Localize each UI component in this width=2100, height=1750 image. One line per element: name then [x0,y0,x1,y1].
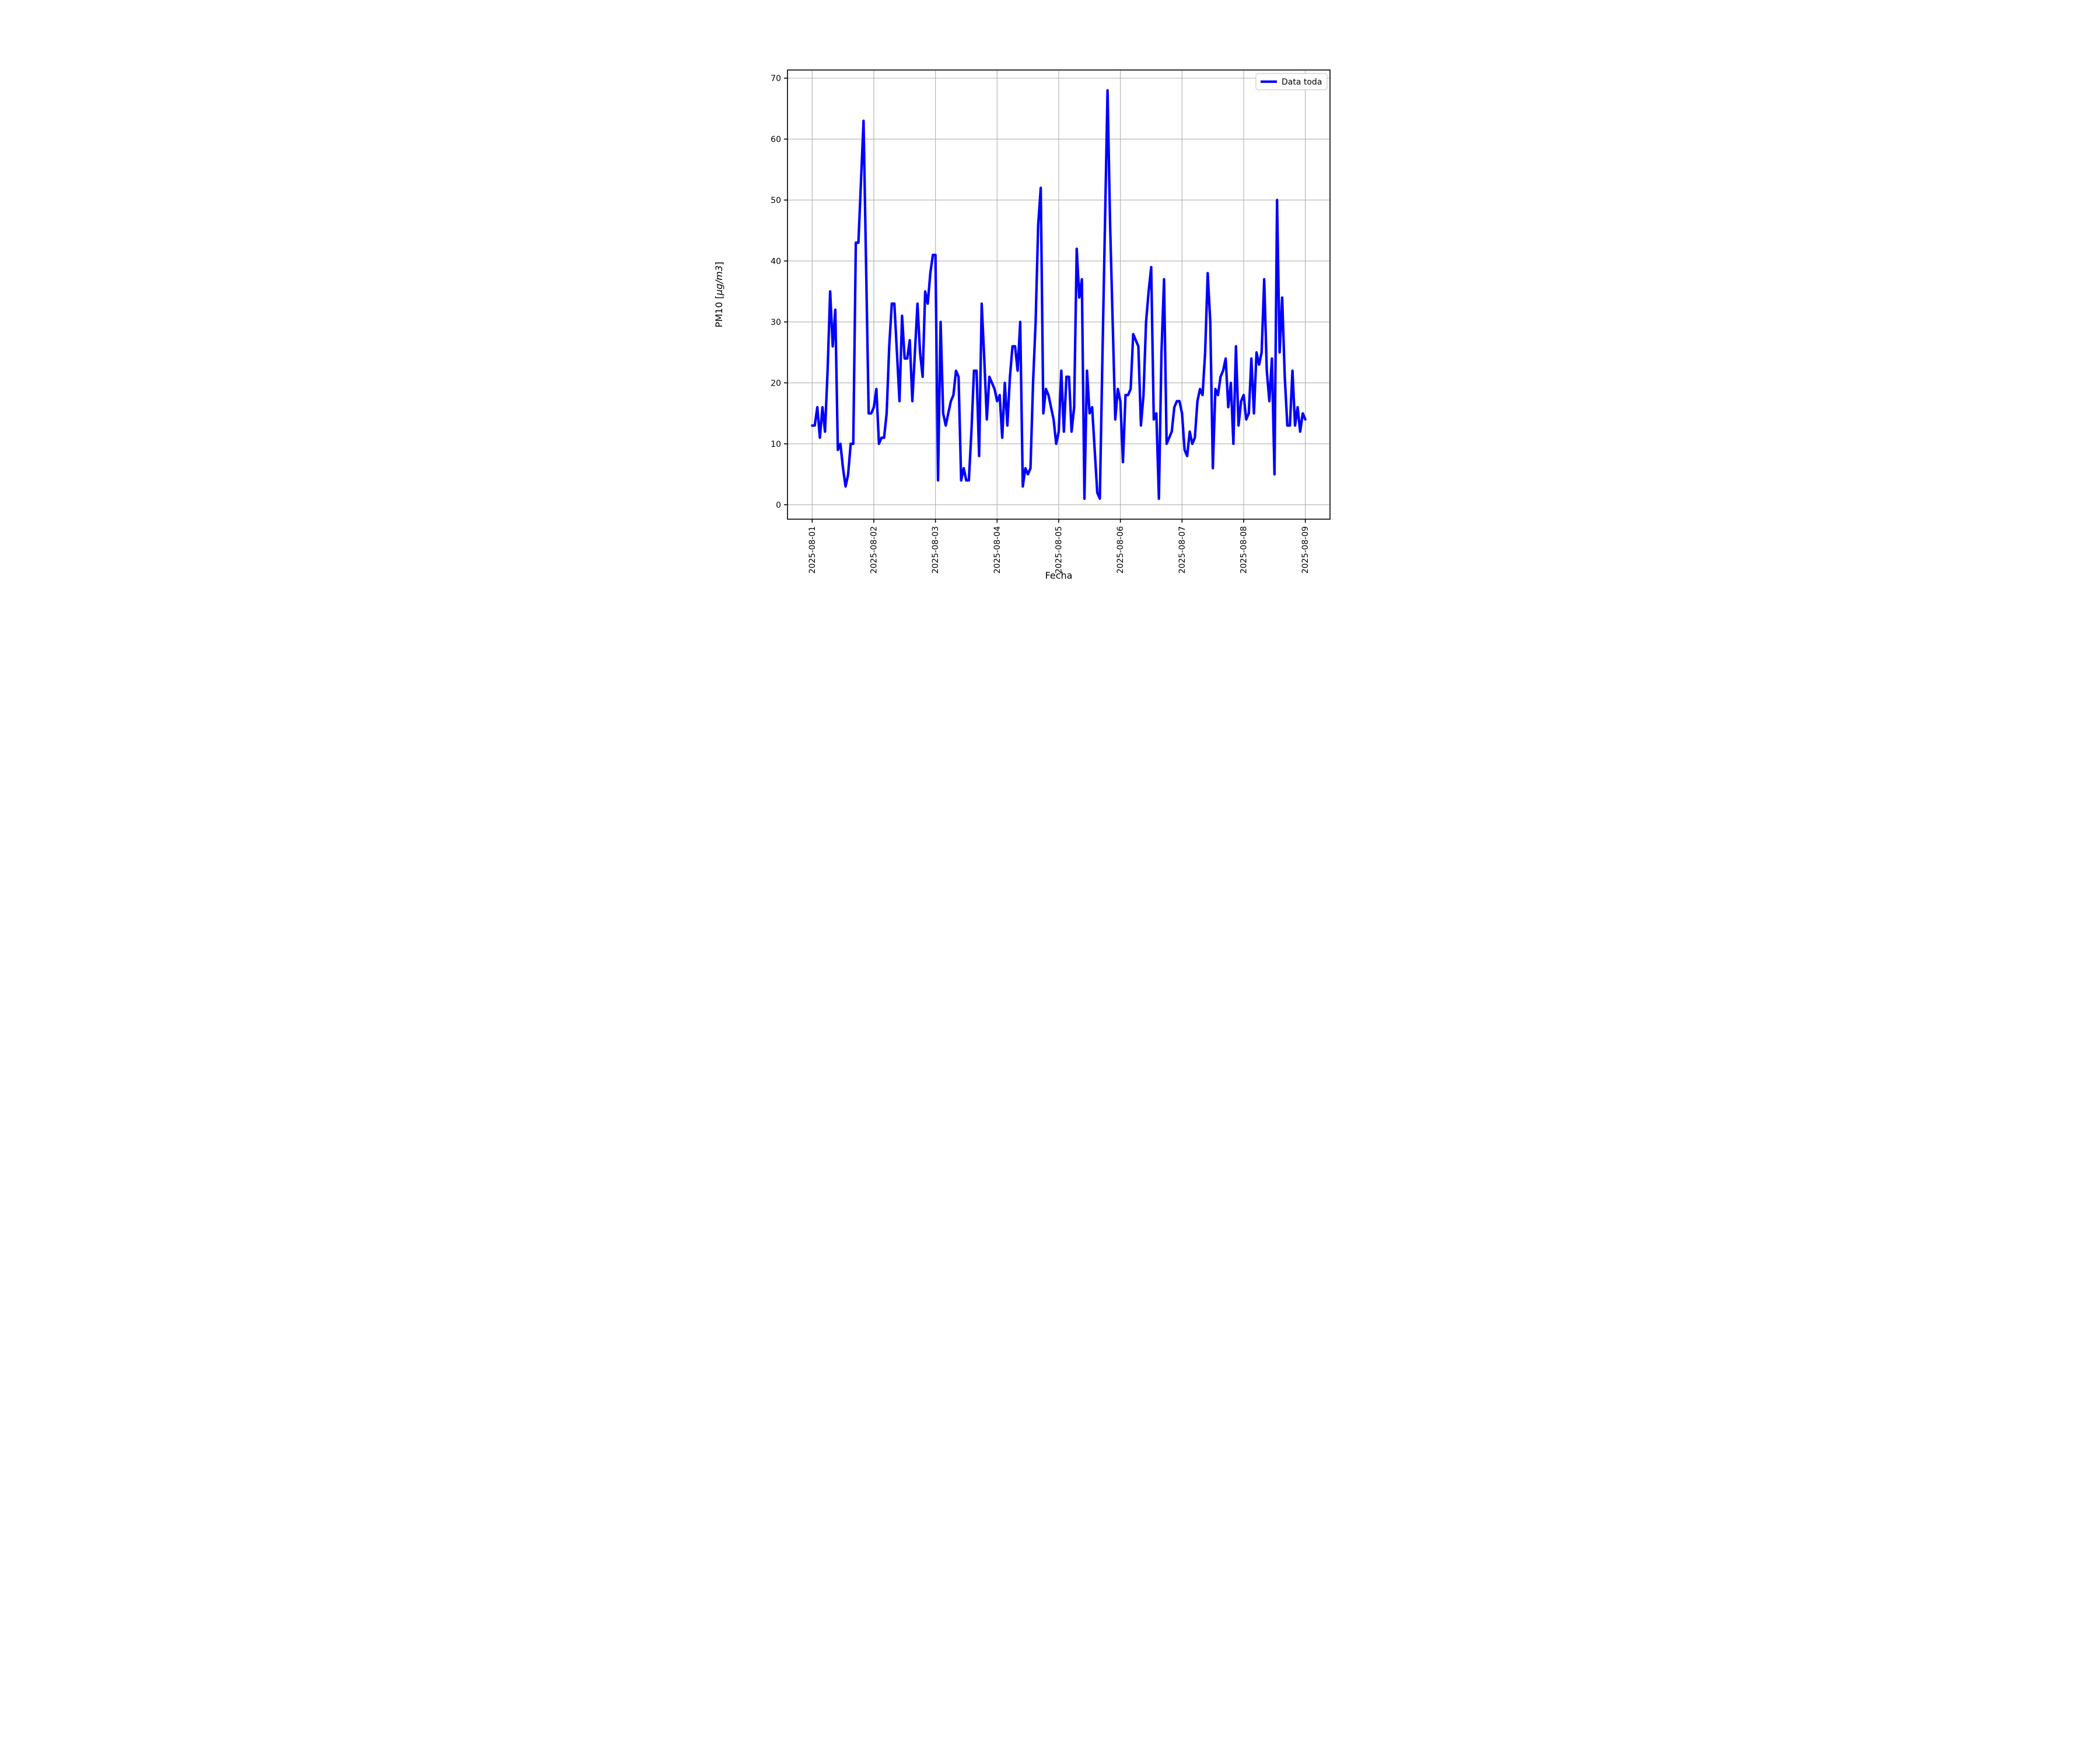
pm10-line-chart-figure: 2025-08-01 2025-08-02 2025-08-03 2025-08-04… [700,0,1400,583]
y-axis-label-suffix: ] [713,262,724,265]
axis-ticks [784,78,1306,523]
legend: Data toda [1255,73,1328,90]
x-tick-labels: 2025-08-01 2025-08-02 2025-08-03 2025-08-04… [808,526,1310,573]
x-tick-label: 2025-08-03 [931,526,940,573]
y-tick-label: 50 [771,196,781,205]
y-tick-label: 40 [771,257,781,266]
x-tick-label: 2025-08-05 [1054,526,1063,573]
y-tick-label: 10 [771,440,781,449]
pm10-series-polyline [811,89,1307,500]
x-tick-label: 2025-08-08 [1239,526,1248,573]
y-tick-label: 30 [771,318,781,327]
legend-label: Data toda [1282,78,1322,87]
x-tick-label: 2025-08-09 [1301,526,1310,573]
y-axis-label-prefix: PM10 [ [713,295,724,327]
plot-canvas: 2025-08-01 2025-08-02 2025-08-03 2025-08-04… [713,69,1331,581]
x-tick-label: 2025-08-02 [869,526,878,573]
x-tick-label: 2025-08-04 [993,526,1002,573]
legend-box [1255,73,1328,90]
y-tick-label: 70 [771,74,781,83]
data-series-line [811,89,1307,500]
y-axis-label: PM10 [μg/m3] [713,262,724,328]
y-tick-label: 20 [771,379,781,388]
y-axis-label-units: μg/m3 [713,265,724,296]
y-tick-label: 0 [776,501,781,510]
y-tick-label: 60 [771,135,781,144]
gridlines [788,70,1330,519]
x-tick-label: 2025-08-06 [1116,526,1125,573]
x-tick-label: 2025-08-07 [1178,526,1187,573]
x-axis-label: Fecha [1045,570,1073,581]
y-tick-labels: 0 10 20 30 40 50 60 70 [771,74,781,510]
x-tick-label: 2025-08-01 [808,526,817,573]
